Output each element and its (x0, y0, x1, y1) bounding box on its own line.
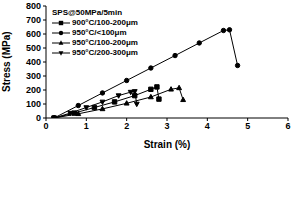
svg-text:700: 700 (26, 15, 41, 25)
svg-text:6: 6 (285, 121, 290, 131)
svg-text:400: 400 (26, 57, 41, 67)
html-text:900°C/100-200μm: 900°C/100-200μm (72, 18, 138, 27)
html-text:950°C/200-300μm: 950°C/200-300μm (72, 48, 138, 57)
svg-text:0: 0 (43, 121, 48, 131)
svg-text:3: 3 (164, 121, 169, 131)
svg-text:Stress (MPa): Stress (MPa) (8, 31, 12, 92)
svg-text:0: 0 (36, 113, 41, 123)
svg-text:500: 500 (26, 43, 41, 53)
svg-text:100: 100 (26, 99, 41, 109)
html-text:950°C/<100μm: 950°C/<100μm (72, 28, 127, 37)
svg-text:5: 5 (245, 121, 250, 131)
svg-text:4: 4 (205, 121, 210, 131)
svg-text:300: 300 (26, 71, 41, 81)
svg-text:800: 800 (26, 1, 41, 11)
svg-text:2: 2 (124, 121, 129, 131)
html-text:950°C/100-200μm: 950°C/100-200μm (72, 38, 138, 47)
html-text:SPS@50MPa/5min: SPS@50MPa/5min (52, 8, 123, 17)
svg-text:600: 600 (26, 29, 41, 39)
svg-text:200: 200 (26, 85, 41, 95)
svg-text:Strain (%): Strain (%) (144, 139, 191, 150)
svg-text:1: 1 (84, 121, 89, 131)
